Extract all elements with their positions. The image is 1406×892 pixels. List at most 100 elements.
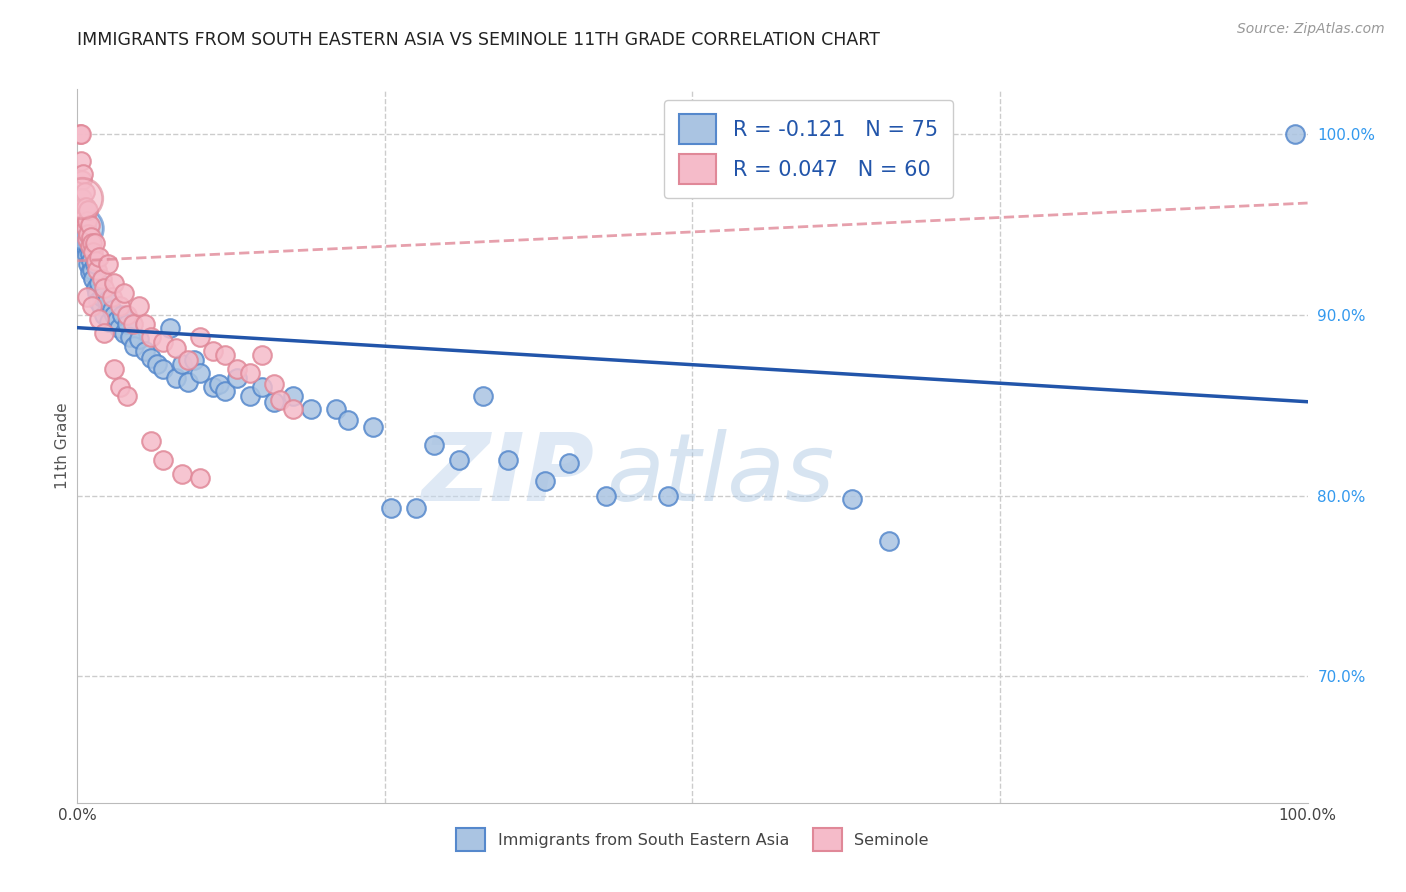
Point (134, 317, 156, 331)
Point (108, 320, 131, 334)
Point (239, 389, 262, 403)
Point (239, 366, 262, 380)
Point (496, 452, 519, 467)
Point (447, 452, 470, 467)
Point (188, 470, 212, 484)
Point (405, 501, 427, 516)
Point (90, 299, 112, 313)
Point (93, 308, 115, 322)
Point (115, 308, 138, 322)
Point (70, 221, 93, 235)
Point (75, 200, 97, 214)
Point (70, 200, 93, 214)
Point (70, 191, 93, 205)
Point (103, 276, 125, 290)
Text: ZIP: ZIP (422, 428, 595, 521)
Point (122, 339, 145, 353)
Point (558, 456, 581, 470)
Point (159, 320, 181, 334)
Point (72, 227, 94, 241)
Point (105, 313, 128, 327)
Point (83, 257, 105, 271)
Point (152, 452, 174, 467)
Point (72, 167, 94, 181)
Point (70, 128, 93, 142)
Point (72, 207, 94, 221)
Point (75, 221, 97, 235)
Point (170, 357, 193, 371)
Point (82, 263, 104, 277)
Point (103, 308, 125, 322)
Point (73, 214, 96, 228)
Point (70, 203, 93, 218)
Point (80, 230, 103, 244)
Point (112, 286, 135, 301)
Point (75, 241, 97, 255)
Point (69, 128, 91, 142)
Point (90, 272, 114, 286)
Point (101, 290, 124, 304)
Point (77, 237, 100, 252)
Text: atlas: atlas (606, 429, 835, 520)
Point (72, 200, 94, 214)
Point (76, 232, 98, 246)
Point (103, 362, 125, 376)
Point (128, 331, 150, 345)
Point (79, 265, 101, 279)
Point (188, 329, 212, 343)
Point (141, 351, 163, 366)
Point (657, 489, 679, 503)
Point (188, 366, 212, 380)
Point (70, 212, 93, 227)
Y-axis label: 11th Grade: 11th Grade (55, 402, 70, 490)
Point (120, 329, 142, 343)
Point (98, 315, 121, 329)
Point (146, 357, 169, 371)
Point (361, 420, 384, 434)
Point (111, 308, 132, 322)
Point (534, 474, 557, 488)
Point (115, 389, 138, 403)
Point (70, 154, 93, 169)
Point (93, 326, 115, 340)
Point (73, 185, 96, 199)
Point (86, 286, 108, 301)
Point (82, 299, 104, 313)
Point (183, 353, 205, 368)
Point (472, 389, 495, 403)
Point (76, 228, 98, 243)
Point (128, 299, 150, 313)
Point (841, 492, 863, 507)
Point (70, 221, 93, 235)
Point (112, 326, 135, 340)
Point (299, 401, 322, 416)
Point (177, 353, 200, 368)
Point (82, 244, 104, 259)
Point (82, 235, 104, 250)
Point (70, 191, 93, 205)
Point (115, 317, 138, 331)
Point (73, 230, 96, 244)
Point (83, 235, 105, 250)
Point (263, 394, 285, 409)
Point (165, 371, 187, 385)
Point (134, 344, 156, 359)
Point (1284, 128, 1306, 142)
Point (263, 376, 285, 391)
Point (77, 227, 100, 241)
Point (101, 302, 124, 317)
Point (110, 299, 132, 313)
Point (87, 293, 110, 308)
Point (208, 376, 231, 391)
Point (423, 438, 446, 452)
Point (77, 203, 100, 218)
Point (281, 389, 304, 403)
Point (97, 257, 120, 271)
Point (86, 263, 108, 277)
Point (595, 489, 617, 503)
Point (89, 250, 111, 264)
Point (879, 533, 901, 548)
Point (84, 281, 107, 295)
Point (121, 317, 143, 331)
Point (226, 371, 249, 385)
